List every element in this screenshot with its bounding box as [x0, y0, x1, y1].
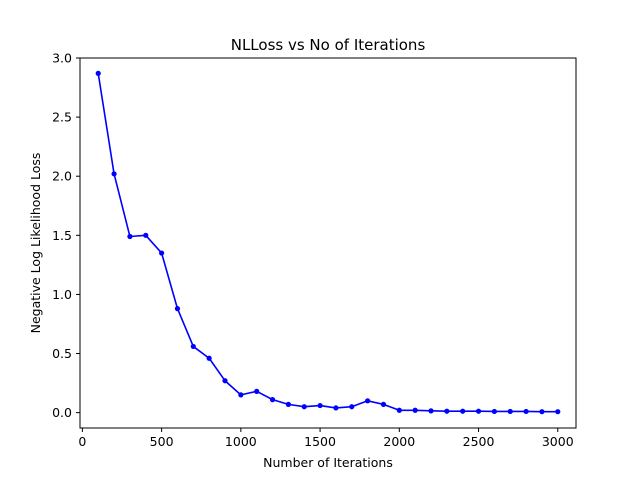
data-point — [428, 408, 434, 414]
y-tick-label: 1.0 — [52, 287, 72, 302]
x-axis-ticks: 0 500 1000 1500 2000 2500 3000 — [78, 428, 574, 449]
y-tick-label: 2.5 — [52, 110, 72, 125]
x-tick-label: 1000 — [225, 434, 257, 449]
data-point — [174, 306, 181, 312]
data-point — [95, 70, 101, 76]
x-tick-label: 0 — [78, 434, 86, 449]
x-tick-label: 2000 — [383, 434, 415, 449]
data-point — [555, 409, 561, 415]
y-tick-label: 0.0 — [52, 405, 72, 420]
data-point — [285, 401, 291, 407]
data-point — [396, 407, 402, 413]
y-tick-label: 0.5 — [52, 346, 72, 361]
series-line — [97, 73, 558, 413]
data-point — [190, 343, 196, 350]
x-tick-label: 500 — [150, 434, 174, 449]
x-tick-label: 3000 — [542, 434, 574, 449]
data-point — [380, 401, 387, 407]
data-point — [475, 408, 482, 414]
chart-title: NLLoss vs No of Iterations — [231, 36, 426, 54]
data-point — [206, 355, 212, 361]
y-tick-label: 3.0 — [52, 51, 72, 66]
y-tick-label: 1.5 — [52, 228, 72, 243]
data-point — [460, 408, 466, 414]
data-point — [301, 404, 307, 410]
data-point — [539, 409, 545, 415]
data-point — [111, 171, 117, 177]
data-point — [269, 397, 276, 403]
y-axis-ticks: 0.0 0.5 1.0 1.5 2.0 2.5 3.0 — [52, 51, 80, 420]
data-point — [523, 408, 529, 415]
data-point — [491, 408, 497, 415]
y-tick-label: 2.0 — [52, 169, 72, 184]
data-point — [222, 378, 228, 384]
data-point — [444, 408, 450, 414]
y-axis-label: Negative Log Likelihood Loss — [28, 153, 43, 334]
x-tick-label: 2500 — [463, 434, 495, 449]
data-point — [333, 405, 339, 411]
data-point — [507, 408, 513, 415]
data-point — [238, 392, 244, 398]
data-point — [127, 233, 133, 240]
data-point — [349, 404, 355, 410]
data-point — [254, 388, 260, 394]
plot-frame — [79, 57, 577, 429]
data-point — [317, 402, 323, 409]
data-point — [365, 398, 371, 404]
data-point — [412, 407, 418, 413]
plot-series — [95, 70, 561, 415]
x-axis-label: Number of Iterations — [263, 455, 393, 470]
data-point — [159, 250, 165, 256]
x-tick-label: 1500 — [304, 434, 336, 449]
data-point — [143, 232, 149, 238]
